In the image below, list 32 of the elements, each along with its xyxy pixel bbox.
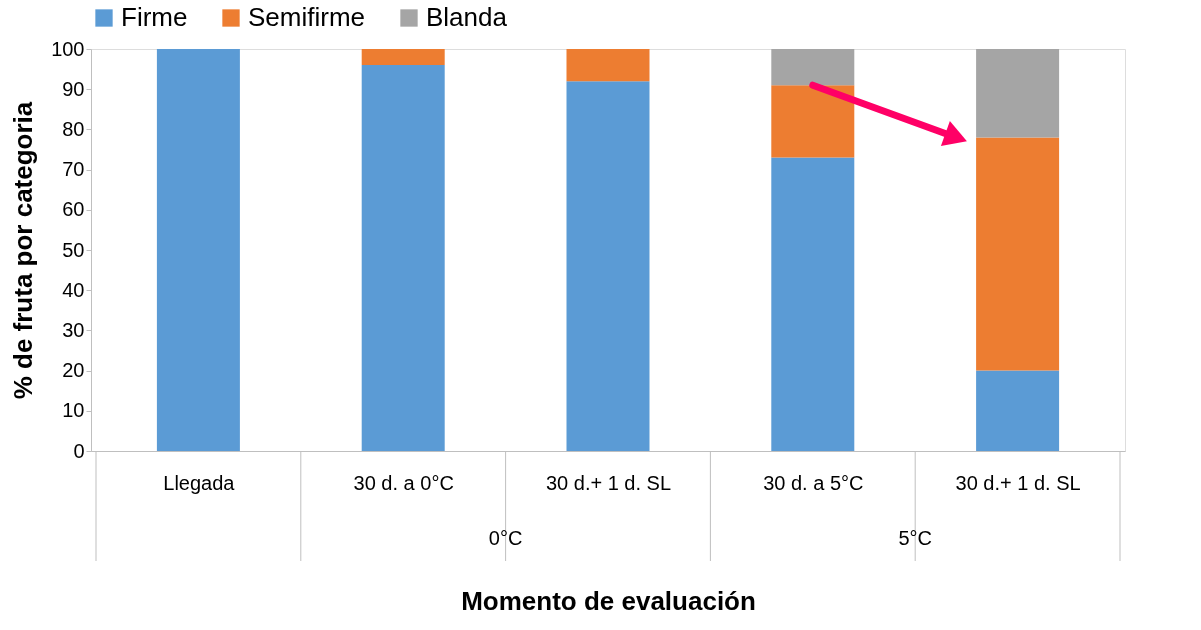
y-tick-label: 50 <box>62 238 85 261</box>
x-axis-title: Momento de evaluación <box>461 585 756 616</box>
y-tick-label: 90 <box>62 77 85 100</box>
x-tick-label: 30 d.+ 1 d. SL <box>955 471 1081 494</box>
y-tick-label: 80 <box>62 117 85 140</box>
legend-label: Blanda <box>426 2 508 32</box>
y-tick-label: 70 <box>62 158 85 181</box>
x-tick-label: 30 d. a 0°C <box>353 471 454 494</box>
y-tick-label: 20 <box>62 359 85 382</box>
x-tick-label: 30 d. a 5°C <box>763 471 864 494</box>
legend-label: Firme <box>121 2 188 32</box>
y-tick-label: 30 <box>62 318 85 341</box>
bar <box>771 157 855 451</box>
y-tick-label: 40 <box>62 278 85 301</box>
text: 0°C <box>488 527 523 549</box>
y-tick-label: 10 <box>62 399 85 422</box>
x-tick-label: 30 d.+ 1 d. SL <box>545 471 672 494</box>
y-tick-label: 0 <box>73 439 85 462</box>
bar <box>361 49 445 66</box>
bar <box>976 370 1060 451</box>
x-tick-label: Llegada <box>163 471 236 494</box>
bar <box>361 65 445 451</box>
bar <box>566 81 650 451</box>
y-tick-label: 60 <box>62 198 85 221</box>
y-axis-title: % de fruta por categoria <box>8 101 39 400</box>
y-tick-label: 100 <box>51 37 85 60</box>
bar <box>976 137 1060 371</box>
legend-label: Semifirme <box>248 2 366 32</box>
bar <box>566 49 650 82</box>
bar <box>156 49 240 451</box>
text: 5°C <box>898 527 932 549</box>
bar <box>976 49 1060 138</box>
